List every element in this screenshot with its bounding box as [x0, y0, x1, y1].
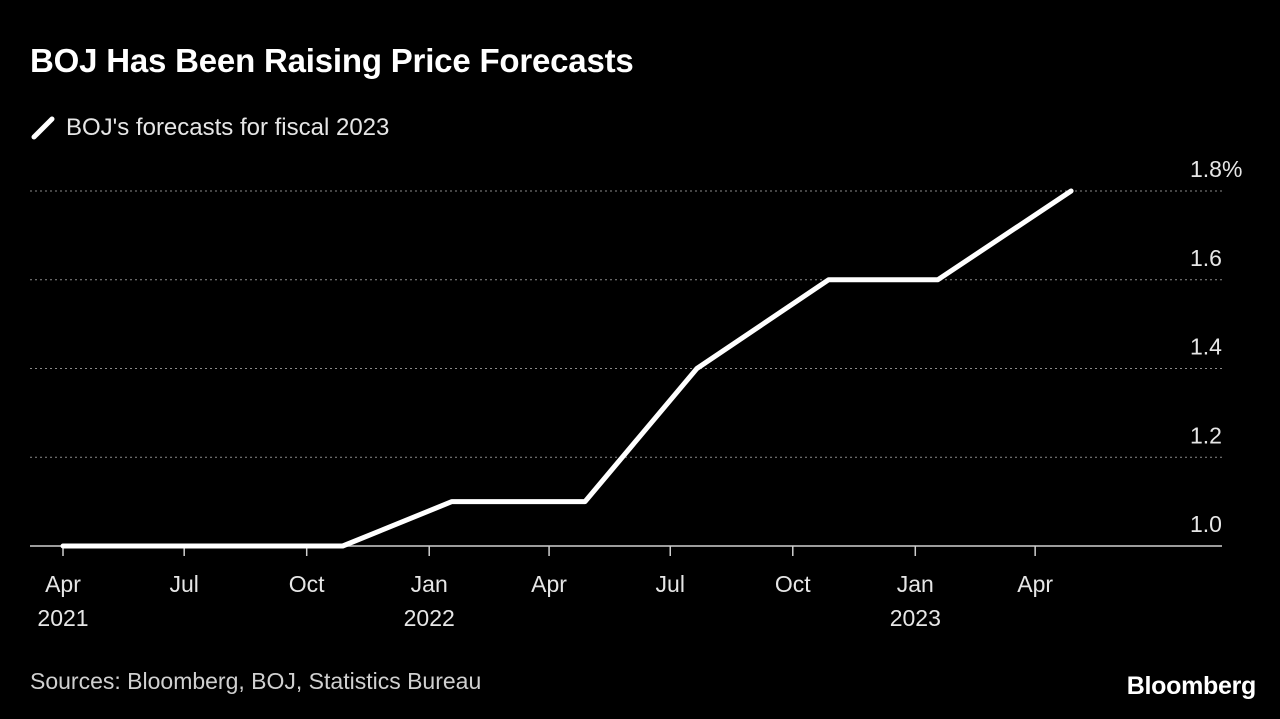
y-tick-label: 1.2	[1190, 422, 1222, 448]
x-tick-label: Jul	[169, 571, 198, 597]
chart-title: BOJ Has Been Raising Price Forecasts	[30, 42, 634, 79]
x-tick-label: Jan	[897, 571, 934, 597]
x-tick-year-label: 2023	[890, 605, 941, 631]
x-tick-label: Apr	[531, 571, 567, 597]
x-axis: Apr 2021 Jul Oct Jan 2022 Apr Jul Oct Jan 2023 Apr	[30, 545, 1222, 631]
y-tick-label: 1.0	[1190, 511, 1222, 537]
x-tick-label: Oct	[289, 571, 325, 597]
x-tick-label: Jan	[411, 571, 448, 597]
bloomberg-logo: Bloomberg	[1126, 672, 1257, 700]
grid-lines	[30, 190, 1222, 458]
y-axis-labels: 1.0 1.2 1.4 1.6 1.8%	[1190, 156, 1242, 537]
y-tick-label: 1.6	[1190, 245, 1222, 271]
legend: BOJ's forecasts for fiscal 2023	[30, 114, 389, 142]
legend-series-label: BOJ's forecasts for fiscal 2023	[66, 114, 390, 141]
y-tick-label: 1.8%	[1190, 156, 1242, 182]
x-tick-label: Apr	[45, 571, 81, 597]
x-tick-label: Jul	[656, 571, 685, 597]
x-tick-year-label: 2022	[404, 605, 455, 631]
x-tick-year-label: 2021	[37, 605, 88, 631]
source-note: Sources: Bloomberg, BOJ, Statistics Bure…	[30, 668, 482, 694]
legend-line-icon	[31, 116, 55, 140]
y-tick-label: 1.4	[1190, 334, 1222, 360]
series-group	[60, 188, 1074, 549]
x-tick-label: Apr	[1017, 571, 1053, 597]
series-line-forecast	[60, 188, 1074, 549]
x-tick-label: Oct	[775, 571, 811, 597]
